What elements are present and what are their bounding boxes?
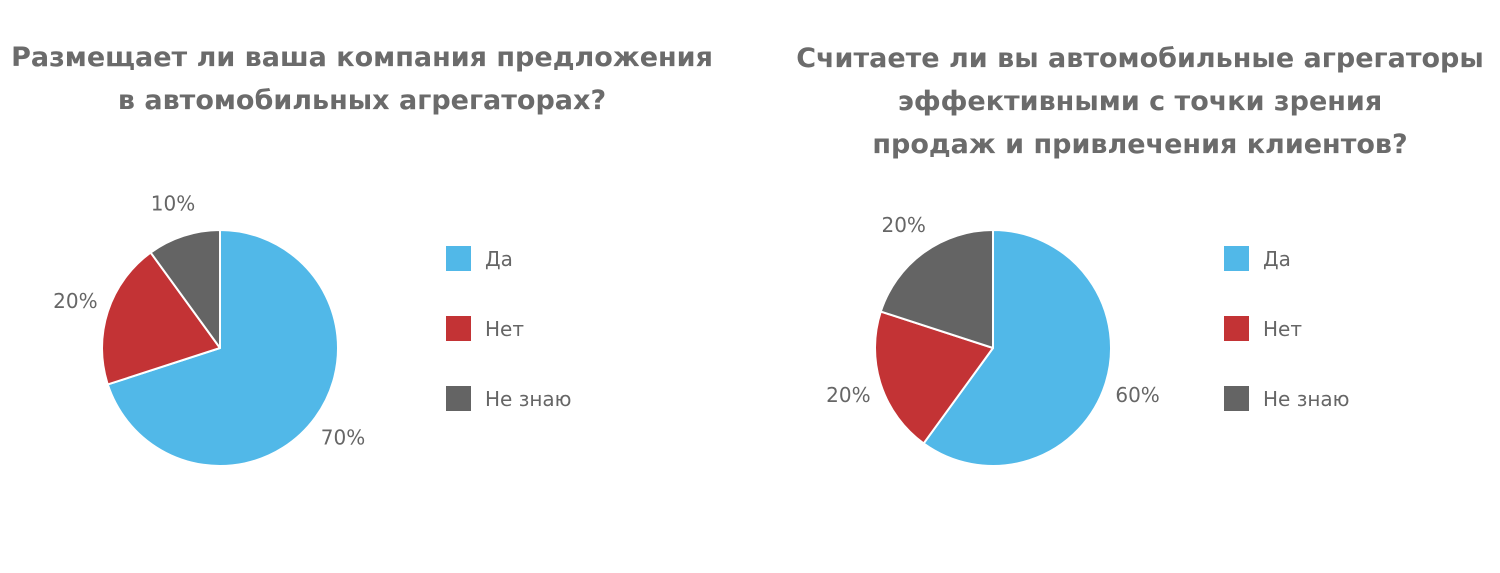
pie-slice-1 [106, 229, 339, 467]
chart-title-line: эффективными с точки зрения [897, 86, 1383, 117]
chart-title-line: Размещает ли ваша компания предложения [11, 42, 713, 73]
legend-item-yes: Да [1224, 244, 1350, 273]
legend-swatch [446, 316, 471, 341]
pie-value-label: 20% [826, 383, 870, 407]
chart-title: Размещает ли ваша компания предложения в… [0, 36, 724, 122]
pie-value-label: 60% [1115, 383, 1159, 407]
legend-label: Нет [485, 316, 524, 341]
pie-slice-2 [874, 310, 994, 445]
chart-panel-left: Размещает ли ваша компания предложения в… [0, 36, 724, 467]
pie-slice-1 [922, 229, 1112, 467]
pie-chart: 70% 20% 10% [53, 191, 365, 467]
legend-item-no: Нет [446, 314, 572, 343]
pie-chart: 60% 20% 20% [826, 213, 1160, 467]
legend-label: Не знаю [485, 386, 572, 411]
legend-swatch [446, 246, 471, 271]
pie-slice-2 [101, 251, 221, 386]
pie-value-label: 70% [321, 425, 365, 449]
legend-swatch [1224, 316, 1249, 341]
legend-label: Да [1263, 246, 1291, 271]
pie-slice-3 [879, 229, 994, 349]
pie-value-label: 10% [151, 191, 195, 215]
legend: Да Нет Не знаю [1224, 244, 1350, 454]
chart-panel-right: Считаете ли вы автомобильные агрегаторы … [760, 0, 1500, 573]
chart-title-line: Считаете ли вы автомобильные агрегаторы [796, 43, 1484, 74]
legend-item-no: Нет [1224, 314, 1350, 343]
legend-swatch [446, 386, 471, 411]
legend-item-dont-know: Не знаю [446, 384, 572, 413]
legend-label: Нет [1263, 316, 1302, 341]
legend: Да Нет Не знаю [446, 244, 572, 454]
pie-value-label: 20% [53, 289, 97, 313]
pie-value-label: 20% [881, 213, 925, 237]
legend-swatch [1224, 246, 1249, 271]
legend-label: Да [485, 246, 513, 271]
legend-item-dont-know: Не знаю [1224, 384, 1350, 413]
legend-label: Не знаю [1263, 386, 1350, 411]
chart-title: Считаете ли вы автомобильные агрегаторы … [790, 37, 1490, 166]
legend-swatch [1224, 386, 1249, 411]
chart-title-line: в автомобильных агрегаторах? [117, 85, 607, 116]
pie-slice-3 [149, 229, 221, 349]
legend-item-yes: Да [446, 244, 572, 273]
chart-title-line: продаж и привлечения клиентов? [872, 129, 1408, 160]
